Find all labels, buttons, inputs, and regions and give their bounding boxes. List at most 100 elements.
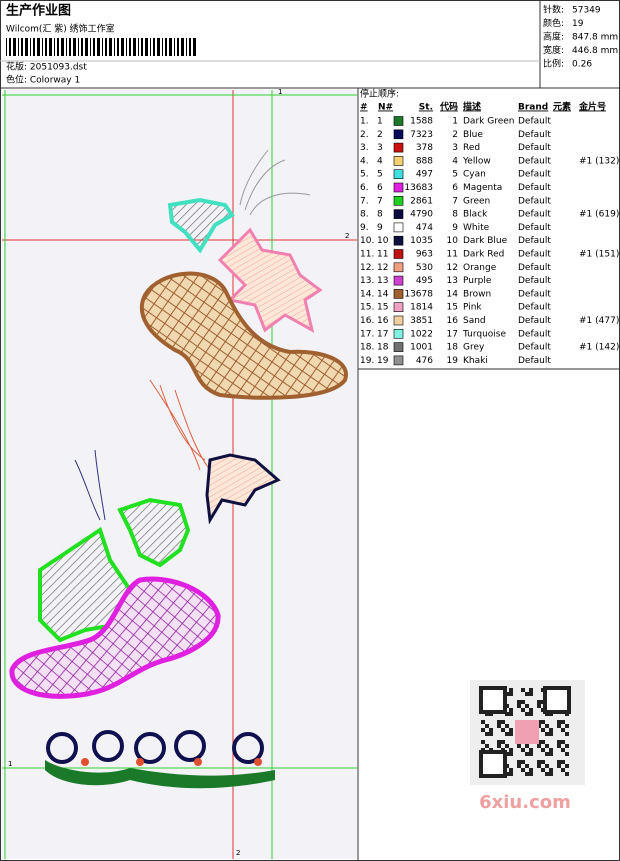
cell-needle: 18 [377, 343, 389, 353]
column-header: 描述 [463, 101, 481, 113]
qr-cell [545, 764, 549, 768]
column-header: N# [378, 103, 393, 113]
guide-label: 1 [8, 760, 12, 768]
qr-cell [529, 712, 533, 716]
bar-stripe [9, 38, 11, 56]
cell-stitches: 378 [416, 143, 433, 153]
stat-value: 57349 [572, 6, 601, 16]
qr-cell [525, 764, 529, 768]
cell-code: 4 [452, 156, 458, 166]
column-header: # [360, 103, 368, 113]
qr-cell [565, 744, 569, 748]
color-swatch [393, 156, 404, 166]
cell-description: Brown [463, 289, 491, 299]
qr-cell [521, 760, 525, 764]
stat-value: 446.8 mm [572, 46, 618, 56]
qr-cell [561, 748, 565, 752]
qr-cell [509, 688, 513, 692]
qr-cell [521, 708, 525, 712]
cell-brand: Default [518, 289, 551, 299]
cell-stitches: 1588 [410, 117, 433, 127]
cell-index: 10. [360, 236, 374, 246]
qr-cell [485, 724, 489, 728]
bar-stripe [157, 38, 160, 56]
qr-cell [549, 728, 553, 732]
qr-cell [561, 728, 565, 732]
cell-needle: 2 [377, 130, 383, 140]
cell-needle: 4 [377, 156, 383, 166]
qr-cell [509, 752, 513, 756]
cell-code: 8 [452, 210, 458, 220]
qr-cell [501, 728, 505, 732]
cell-stitches: 476 [416, 356, 433, 366]
cell-stitches: 495 [416, 276, 433, 286]
bar-stripe [109, 38, 112, 56]
bar-stripe [78, 38, 79, 56]
qr-cell [521, 748, 525, 752]
color-swatch [393, 262, 404, 273]
bar-stripe [102, 38, 103, 56]
cell-stitches: 1001 [410, 343, 433, 353]
cell-description: Khaki [463, 356, 488, 366]
color-swatch [393, 289, 404, 299]
qr-cell [509, 712, 513, 716]
qr-cell [525, 712, 529, 716]
bar-stripe [138, 38, 139, 56]
qr-cell [537, 704, 541, 708]
cell-needle: 7 [377, 196, 383, 206]
cell-code: 9 [452, 223, 458, 233]
cell-brand: Default [518, 210, 551, 220]
bar-stripe [162, 38, 163, 56]
bar-stripe [117, 38, 119, 56]
qr-cell [541, 768, 545, 772]
cell-code: 19 [447, 356, 459, 366]
qr-cell [529, 772, 533, 776]
cell-description: Sand [463, 316, 486, 326]
color-swatch [393, 142, 404, 153]
cell-needle: 15 [377, 303, 388, 313]
cell-description: Grey [463, 343, 485, 353]
qr-cell [529, 748, 533, 752]
qr-cell [545, 752, 549, 756]
embroidery-artwork [9, 149, 348, 789]
cell-brand: Default [518, 343, 551, 353]
cell-stitches: 474 [416, 223, 433, 233]
qr-cell [525, 752, 529, 756]
qr-cell [557, 720, 561, 724]
qr-cell [549, 772, 553, 776]
design-file: 花版: 2051093.dst [6, 61, 87, 73]
cell-brand: Default [518, 156, 551, 166]
cell-code: 13 [447, 276, 458, 286]
qr-cell [549, 768, 553, 772]
qr-cell [549, 732, 553, 736]
color-swatch [393, 302, 404, 313]
color-swatch [393, 249, 404, 259]
cell-brand: Default [518, 130, 551, 140]
qr-cell [529, 688, 533, 692]
qr-cell [489, 732, 493, 736]
cell-needle: 3 [377, 143, 383, 153]
qr-cell [557, 724, 561, 728]
bar-stripe [133, 38, 136, 56]
cell-stitches: 2861 [410, 196, 433, 206]
qr-cell [541, 748, 545, 752]
qr-cell [529, 768, 533, 772]
cell-brand: Default [518, 143, 551, 153]
cell-index: 6. [360, 183, 369, 193]
cell-description: Blue [463, 130, 483, 140]
qr-cell [565, 772, 569, 776]
qr-cell [509, 772, 513, 776]
cell-index: 8. [360, 210, 369, 220]
qr-cell [489, 728, 493, 732]
cell-index: 12. [360, 263, 374, 273]
cell-index: 5. [360, 170, 369, 180]
qr-cell [529, 708, 533, 712]
qr-cell [509, 708, 513, 712]
bar-stripe [73, 38, 76, 56]
stat-label: 比例: [543, 58, 564, 70]
qr-cell [517, 744, 521, 748]
cell-brand: Default [518, 196, 551, 206]
cell-needle: 12 [377, 263, 388, 273]
cell-stitches: 888 [416, 156, 433, 166]
cell-description: Purple [463, 276, 492, 286]
